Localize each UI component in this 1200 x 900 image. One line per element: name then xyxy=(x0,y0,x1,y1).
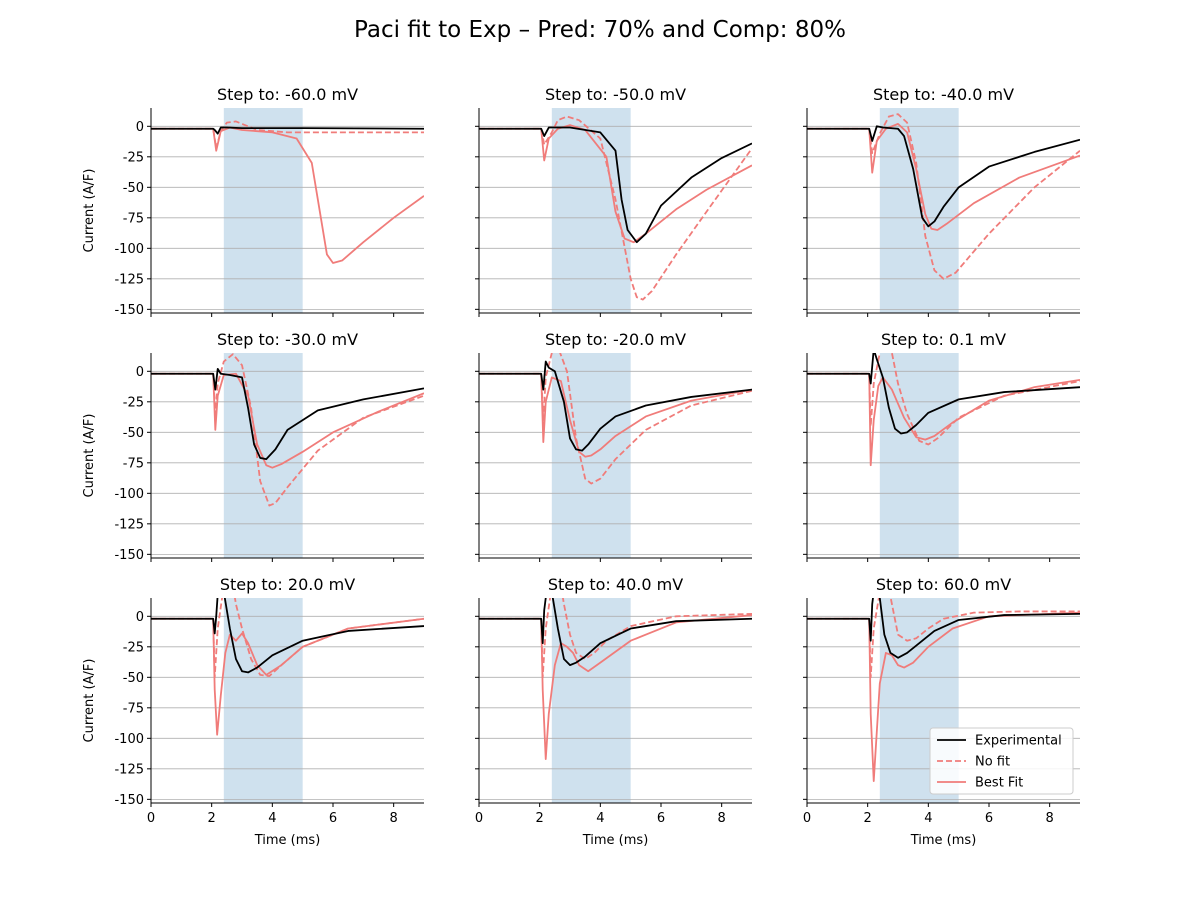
y-tick-label: -75 xyxy=(123,456,144,471)
x-tick-label: 8 xyxy=(1046,811,1054,826)
series-best-fit xyxy=(151,617,424,736)
y-tick-label: -25 xyxy=(123,640,144,655)
y-tick-label: -50 xyxy=(123,426,144,441)
y-tick-label: 0 xyxy=(136,610,144,625)
panel-1: 0 -25 -50 -75 -100 -125 -150 Step to: -60.0 mV C… xyxy=(82,85,424,318)
series-best-fit xyxy=(479,372,752,458)
series-no-fit xyxy=(479,353,752,485)
x-tick-label: 0 xyxy=(803,811,811,826)
series-experimental xyxy=(479,598,752,667)
panel-title: Step to: -20.0 mV xyxy=(545,330,686,349)
panel-4: 0 -25 -50 -75 -100 -125 -150 Step to: -30.0 mV C… xyxy=(82,330,424,563)
panel-9: 0 2 4 6 8 Step to: 60.0 mV Time (ms) xyxy=(803,575,1080,848)
legend-label: Best Fit xyxy=(975,776,1023,791)
y-tick-label: -150 xyxy=(114,548,144,563)
series-no-fit xyxy=(807,353,1080,446)
y-axis-label: Current (A/F) xyxy=(82,659,97,743)
x-tick-label: 8 xyxy=(718,811,726,826)
panel-2: Step to: -50.0 mV xyxy=(475,85,752,317)
legend-box xyxy=(929,727,1074,795)
series-experimental xyxy=(479,360,752,452)
series-best-fit xyxy=(807,372,1080,467)
x-tick-label: 6 xyxy=(985,811,993,826)
x-tick-label: 8 xyxy=(390,811,398,826)
series-best-fit xyxy=(807,611,1080,782)
series-experimental xyxy=(151,598,424,674)
y-tick-label: -100 xyxy=(114,487,144,502)
shaded-region xyxy=(879,108,959,313)
series-best-fit xyxy=(807,122,1080,231)
series-no-fit xyxy=(479,598,752,679)
series-best-fit xyxy=(479,614,752,760)
shaded-region xyxy=(223,598,303,803)
x-tick-label: 6 xyxy=(329,811,337,826)
y-tick-label: -125 xyxy=(114,517,144,532)
series-experimental xyxy=(151,126,424,135)
y-axis-label: Current (A/F) xyxy=(82,169,97,253)
x-tick-label: 4 xyxy=(268,811,276,826)
shaded-region xyxy=(223,108,303,313)
series-experimental xyxy=(151,367,424,461)
shaded-region xyxy=(551,598,631,803)
x-tick-label: 6 xyxy=(657,811,665,826)
series-experimental xyxy=(807,353,1080,435)
panel-6: Step to: 0.1 mV xyxy=(803,330,1080,562)
series-best-fit xyxy=(151,372,424,469)
series-no-fit xyxy=(807,113,1080,280)
shaded-region xyxy=(879,353,959,558)
y-tick-label: -75 xyxy=(123,211,144,226)
series-no-fit xyxy=(807,598,1080,679)
panel-title: Step to: -60.0 mV xyxy=(217,85,358,104)
y-tick-label: -50 xyxy=(123,181,144,196)
figure-title: Paci fit to Exp – Pred: 70% and Comp: 80… xyxy=(354,17,846,43)
shaded-region xyxy=(223,353,303,558)
series-experimental xyxy=(479,126,752,244)
panel-title: Step to: 20.0 mV xyxy=(220,575,355,594)
y-tick-label: -150 xyxy=(114,793,144,808)
y-tick-label: -125 xyxy=(114,762,144,777)
series-experimental xyxy=(807,125,1080,228)
x-tick-label: 4 xyxy=(924,811,932,826)
panel-title: Step to: -30.0 mV xyxy=(217,330,358,349)
x-tick-label: 2 xyxy=(864,811,872,826)
legend: Experimental No fit Best Fit xyxy=(929,727,1074,795)
legend-label: No fit xyxy=(975,755,1010,770)
y-tick-label: 0 xyxy=(136,365,144,380)
legend-label: Experimental xyxy=(975,734,1062,749)
x-tick-label: 0 xyxy=(475,811,483,826)
x-axis-label: Time (ms) xyxy=(910,833,977,848)
panel-8: 0 2 4 6 8 Step to: 40.0 mV Time (ms) xyxy=(475,575,752,848)
y-tick-label: -75 xyxy=(123,701,144,716)
x-axis-label: Time (ms) xyxy=(254,833,321,848)
series-best-fit xyxy=(479,124,752,244)
x-tick-label: 4 xyxy=(596,811,604,826)
series-experimental xyxy=(807,598,1080,659)
y-tick-label: -25 xyxy=(123,395,144,410)
x-tick-label: 2 xyxy=(208,811,216,826)
panel-title: Step to: 40.0 mV xyxy=(548,575,683,594)
panel-5: Step to: -20.0 mV xyxy=(475,330,752,562)
y-tick-label: -100 xyxy=(114,242,144,257)
panel-3: Step to: -40.0 mV xyxy=(803,85,1080,317)
y-tick-label: -50 xyxy=(123,671,144,686)
y-tick-label: 0 xyxy=(136,120,144,135)
x-tick-label: 2 xyxy=(536,811,544,826)
x-tick-label: 0 xyxy=(147,811,155,826)
y-tick-label: -25 xyxy=(123,150,144,165)
series-best-fit xyxy=(151,126,424,264)
panel-title: Step to: 0.1 mV xyxy=(881,330,1006,349)
y-tick-label: -125 xyxy=(114,272,144,287)
panel-title: Step to: -40.0 mV xyxy=(873,85,1014,104)
y-axis-label: Current (A/F) xyxy=(82,414,97,498)
panel-title: Step to: 60.0 mV xyxy=(876,575,1011,594)
y-tick-label: -100 xyxy=(114,732,144,747)
panel-title: Step to: -50.0 mV xyxy=(545,85,686,104)
y-tick-label: -150 xyxy=(114,303,144,318)
panels-grid: 0 -25 -50 -75 -100 -125 -150 Step to: -60.0 mV C… xyxy=(82,85,1080,848)
x-axis-label: Time (ms) xyxy=(582,833,649,848)
